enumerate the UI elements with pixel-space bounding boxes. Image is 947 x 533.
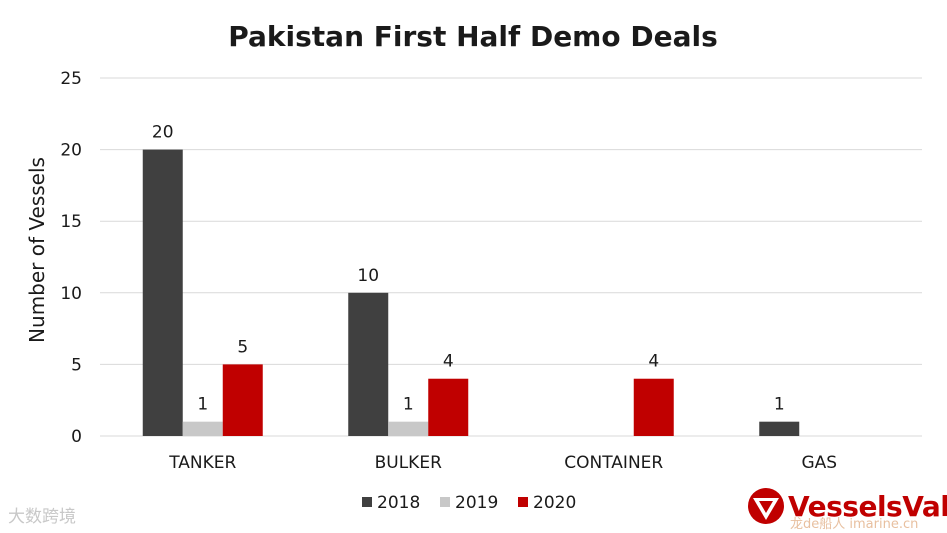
y-axis-ticks: 0 5 10 15 20 25 [60, 69, 82, 447]
y-tick-label: 0 [71, 427, 82, 447]
data-label: 20 [152, 123, 174, 143]
y-tick-label: 15 [60, 212, 82, 232]
data-label: 1 [197, 395, 208, 415]
bar-2019-bulker [388, 421, 429, 436]
bar-2018-gas [759, 421, 800, 436]
data-label: 5 [237, 337, 248, 357]
legend-swatch [440, 497, 450, 507]
y-tick-label: 5 [71, 355, 82, 375]
data-label: 1 [774, 395, 785, 415]
x-category-label: BULKER [375, 453, 442, 473]
y-tick-label: 25 [60, 69, 82, 89]
vesselsvalue-triangle-logo-icon [748, 488, 784, 524]
y-axis-label: Number of Vessels [25, 157, 49, 343]
legend-label: 2020 [533, 493, 576, 513]
data-label: 4 [443, 352, 454, 372]
y-tick-label: 20 [60, 141, 82, 161]
bars [142, 149, 800, 436]
bar-2018-tanker [142, 149, 183, 436]
chart-title: Pakistan First Half Demo Deals [228, 20, 717, 53]
x-axis-categories: TANKER BULKER CONTAINER GAS [168, 453, 837, 473]
watermark-left: 大数跨境 [8, 507, 76, 527]
data-label: 4 [648, 352, 659, 372]
x-category-label: GAS [801, 453, 837, 473]
data-label: 1 [403, 395, 414, 415]
bar-2018-bulker [348, 292, 389, 436]
y-tick-label: 10 [60, 284, 82, 304]
bar-2020-bulker [428, 378, 469, 436]
watermark-left-text: 大数跨境 [8, 507, 76, 527]
watermark-right-text: 龙de船人 imarine.cn [790, 517, 918, 532]
bar-2020-container [633, 378, 674, 436]
brand-logo-text: VesselsValue [788, 490, 947, 523]
legend-label: 2019 [455, 493, 498, 513]
data-label: 10 [357, 266, 379, 286]
legend-swatch [518, 497, 528, 507]
bar-2020-tanker [222, 364, 263, 436]
legend: 2018 2019 2020 [362, 493, 576, 513]
x-category-label: TANKER [168, 453, 236, 473]
bar-2019-tanker [182, 421, 223, 436]
brand-logo: VesselsValue 龙de船人 imarine.cn [748, 488, 947, 532]
legend-label: 2018 [377, 493, 420, 513]
x-category-label: CONTAINER [564, 453, 663, 473]
legend-swatch [362, 497, 372, 507]
